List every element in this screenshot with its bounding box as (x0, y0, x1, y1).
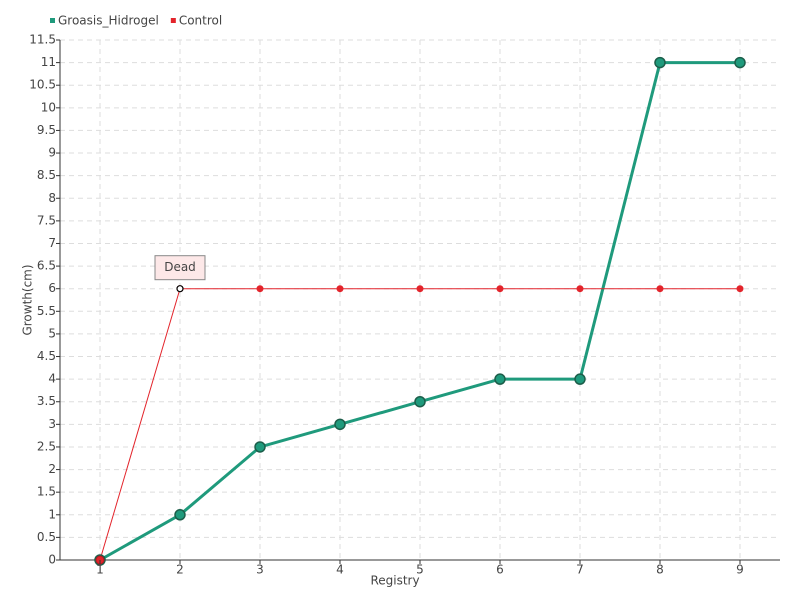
data-point[interactable] (336, 285, 344, 293)
x-tick-label: 6 (496, 563, 504, 577)
annotation-point (176, 285, 184, 293)
data-point[interactable] (574, 373, 586, 385)
data-point[interactable] (494, 373, 506, 385)
legend-swatch[interactable] (50, 18, 55, 23)
data-point[interactable] (656, 285, 664, 293)
data-point[interactable] (334, 418, 346, 431)
data-point[interactable] (256, 285, 264, 293)
y-tick-label: 4.5 (37, 349, 56, 363)
x-tick-label: 8 (656, 563, 664, 577)
y-tick-label: 1 (48, 507, 56, 521)
x-tick-label: 9 (736, 563, 744, 577)
data-point[interactable] (254, 441, 266, 453)
y-tick-label: 11 (41, 55, 56, 69)
legend: Groasis_Hidrogel Control (50, 14, 222, 28)
y-tick-label: 5 (48, 326, 56, 340)
x-tick-label: 3 (256, 563, 264, 577)
y-tick-label: 2.5 (37, 439, 56, 453)
y-tick-label: 4 (48, 372, 56, 386)
x-tick-label: 2 (176, 563, 184, 577)
y-tick-label: 0.5 (37, 530, 56, 544)
legend-label[interactable]: Groasis_Hidrogel (58, 14, 159, 28)
y-tick-label: 11.5 (29, 33, 56, 47)
plot: Dead (94, 56, 746, 566)
y-tick-label: 10.5 (29, 78, 56, 92)
y-tick-label: 7 (48, 236, 56, 250)
y-tick-label: 1.5 (37, 485, 56, 499)
y-tick-label: 0 (48, 553, 56, 567)
y-tick-label: 6.5 (37, 259, 56, 273)
data-point[interactable] (496, 285, 504, 293)
y-axis-label: Growth(cm) (21, 264, 35, 335)
y-tick-label: 10 (41, 100, 56, 114)
y-tick-label: 3.5 (37, 394, 56, 408)
x-axis-label: Registry (370, 574, 419, 588)
y-tick-label: 2 (48, 462, 56, 476)
legend-label[interactable]: Control (179, 14, 222, 28)
y-tick-label: 8 (48, 191, 56, 205)
data-point[interactable] (576, 285, 584, 293)
y-tick-label: 7.5 (37, 213, 56, 227)
y-tick-label: 8.5 (37, 168, 56, 182)
y-tick-label: 9 (48, 146, 56, 160)
data-point[interactable] (174, 509, 186, 521)
x-tick-label: 7 (576, 563, 584, 577)
y-tick-label: 9.5 (37, 123, 56, 137)
x-tick-label: 5 (416, 563, 424, 577)
data-point[interactable] (416, 285, 424, 293)
data-point[interactable] (654, 56, 666, 69)
annotation-box (154, 255, 206, 281)
y-tick-label: 6 (48, 281, 56, 295)
legend-swatch[interactable] (170, 18, 176, 23)
x-tick-label: 4 (336, 563, 344, 577)
grid (60, 39, 780, 560)
data-point[interactable] (734, 56, 746, 69)
annotation-text: Dead (164, 260, 196, 274)
y-tick-label: 3 (48, 417, 56, 431)
y-tick-label: 5.5 (37, 304, 56, 318)
x-tick-label: 1 (96, 563, 104, 577)
data-point[interactable] (414, 395, 426, 408)
data-point[interactable] (736, 285, 744, 293)
